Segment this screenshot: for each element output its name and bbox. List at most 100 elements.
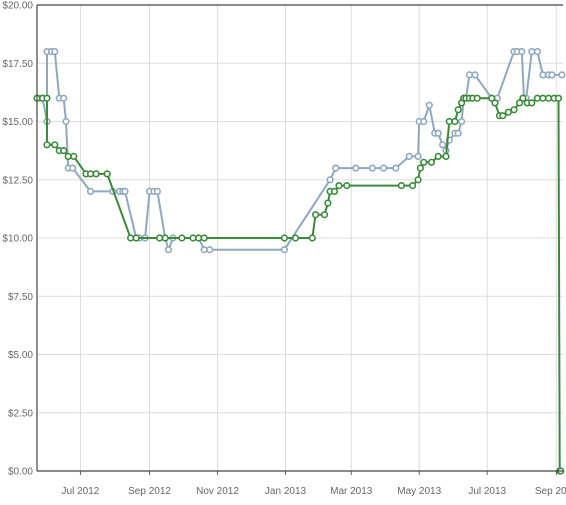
- data-point[interactable]: [558, 71, 566, 79]
- data-point[interactable]: [332, 164, 340, 172]
- y-tick-label: $7.50: [8, 292, 33, 303]
- series-0: [35, 47, 566, 254]
- data-point[interactable]: [195, 234, 203, 242]
- data-point[interactable]: [70, 152, 78, 160]
- data-point[interactable]: [397, 182, 406, 190]
- data-point[interactable]: [392, 164, 400, 172]
- data-point[interactable]: [343, 182, 351, 190]
- data-point[interactable]: [326, 176, 334, 184]
- data-point[interactable]: [308, 234, 316, 242]
- y-tick-label: $5.00: [8, 350, 33, 361]
- data-point[interactable]: [206, 246, 214, 254]
- data-point[interactable]: [519, 94, 527, 102]
- x-tick-label: Jan 2013: [265, 486, 307, 497]
- data-point[interactable]: [324, 199, 332, 207]
- data-point[interactable]: [510, 106, 518, 114]
- data-point[interactable]: [156, 234, 164, 242]
- data-point[interactable]: [153, 187, 161, 195]
- data-point[interactable]: [380, 164, 388, 172]
- data-point[interactable]: [60, 147, 68, 155]
- data-point[interactable]: [312, 211, 320, 219]
- data-point[interactable]: [86, 170, 95, 178]
- data-point[interactable]: [178, 234, 186, 242]
- data-point[interactable]: [352, 164, 360, 172]
- data-point[interactable]: [405, 152, 413, 160]
- data-point[interactable]: [458, 117, 466, 126]
- data-point[interactable]: [454, 129, 462, 137]
- data-point[interactable]: [121, 187, 129, 195]
- data-point[interactable]: [92, 170, 100, 178]
- data-point[interactable]: [414, 152, 422, 160]
- data-point[interactable]: [539, 71, 547, 79]
- data-point[interactable]: [43, 141, 51, 149]
- data-point[interactable]: [434, 129, 442, 137]
- data-point[interactable]: [451, 117, 459, 126]
- data-point[interactable]: [465, 71, 474, 79]
- data-point[interactable]: [291, 234, 300, 242]
- data-point[interactable]: [518, 47, 526, 56]
- x-tick-label: Jul 2012: [62, 486, 100, 497]
- data-point[interactable]: [420, 158, 428, 166]
- data-point[interactable]: [515, 99, 524, 107]
- y-gridlines: [37, 62, 563, 414]
- x-tick-label: Sep 2013: [535, 486, 566, 497]
- data-point[interactable]: [320, 211, 329, 219]
- data-point[interactable]: [427, 158, 436, 166]
- data-point[interactable]: [161, 234, 169, 242]
- data-point[interactable]: [425, 101, 433, 109]
- data-point[interactable]: [539, 94, 547, 102]
- data-point[interactable]: [60, 94, 68, 102]
- data-point[interactable]: [499, 112, 507, 120]
- data-point[interactable]: [51, 141, 59, 149]
- x-tick-label: Sep 2012: [128, 486, 171, 497]
- data-point[interactable]: [554, 94, 563, 102]
- y-tick-label: $12.50: [2, 175, 33, 186]
- data-point[interactable]: [330, 187, 339, 195]
- x-tick-label: Mar 2013: [330, 486, 373, 497]
- data-point[interactable]: [471, 71, 479, 79]
- y-axis-labels: $0.00 $2.50 $5.00 $7.50 $10.00 $12.50 $15.00 $1…: [2, 1, 33, 478]
- data-point[interactable]: [127, 234, 135, 242]
- data-point[interactable]: [439, 141, 447, 149]
- data-point[interactable]: [442, 152, 450, 160]
- y-tick-label: $2.50: [8, 408, 33, 419]
- data-point[interactable]: [335, 182, 343, 190]
- data-point[interactable]: [414, 176, 422, 184]
- y-tick-label: $17.50: [2, 59, 33, 70]
- data-point[interactable]: [200, 234, 208, 242]
- y-tick-label: $10.00: [2, 234, 33, 245]
- data-point[interactable]: [454, 106, 462, 114]
- data-point[interactable]: [528, 99, 536, 107]
- data-point[interactable]: [280, 246, 289, 254]
- data-point[interactable]: [103, 170, 111, 178]
- data-point[interactable]: [491, 99, 499, 107]
- data-point[interactable]: [548, 71, 556, 79]
- data-point[interactable]: [280, 234, 289, 242]
- data-point[interactable]: [420, 117, 428, 126]
- data-point[interactable]: [528, 47, 536, 56]
- data-point[interactable]: [409, 182, 417, 190]
- data-point[interactable]: [544, 94, 553, 102]
- data-point[interactable]: [62, 117, 70, 126]
- data-point[interactable]: [64, 152, 72, 160]
- y-tick-label: $0.00: [8, 467, 33, 478]
- data-point[interactable]: [488, 94, 496, 102]
- data-point[interactable]: [86, 187, 95, 195]
- data-point[interactable]: [189, 234, 197, 242]
- x-tick-label: May 2013: [397, 486, 441, 497]
- data-point[interactable]: [69, 164, 77, 172]
- data-point[interactable]: [434, 152, 442, 160]
- data-point[interactable]: [43, 94, 51, 102]
- data-point[interactable]: [51, 47, 59, 56]
- x-tick-label: Nov 2012: [196, 486, 239, 497]
- data-point[interactable]: [445, 117, 453, 126]
- data-point[interactable]: [473, 94, 481, 102]
- data-point[interactable]: [164, 246, 173, 254]
- data-point[interactable]: [368, 164, 377, 172]
- x-tick-label: Jul 2013: [468, 486, 506, 497]
- data-point[interactable]: [132, 234, 140, 242]
- data-point[interactable]: [533, 47, 542, 56]
- data-point[interactable]: [416, 164, 425, 172]
- data-point[interactable]: [504, 108, 513, 116]
